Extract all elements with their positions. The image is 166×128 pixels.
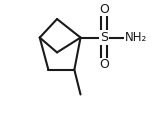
Text: O: O: [99, 3, 109, 16]
Text: O: O: [99, 58, 109, 71]
Text: S: S: [100, 31, 108, 44]
Text: NH₂: NH₂: [125, 31, 147, 44]
